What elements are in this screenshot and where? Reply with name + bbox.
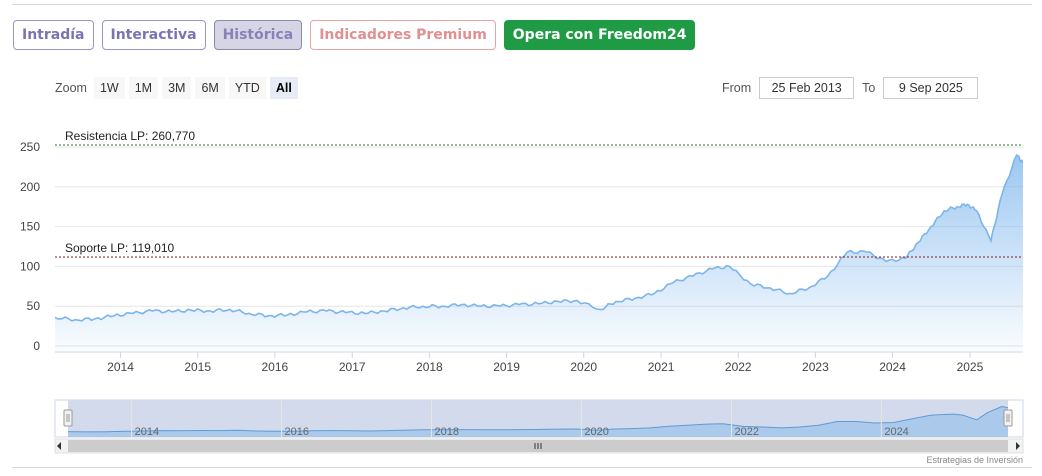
zoom-1m-button[interactable]: 1M bbox=[128, 77, 159, 99]
y-tick-label: 150 bbox=[20, 220, 40, 234]
bottom-divider bbox=[12, 467, 1032, 468]
x-tick-label: 2024 bbox=[879, 360, 906, 374]
navigator-right-handle[interactable] bbox=[1003, 409, 1013, 427]
y-tick-label: 200 bbox=[20, 180, 40, 194]
to-label: To bbox=[862, 81, 876, 95]
navigator-label: 2022 bbox=[734, 426, 758, 438]
zoom-label: Zoom bbox=[55, 81, 87, 95]
to-date-input[interactable]: 9 Sep 2025 bbox=[883, 77, 979, 99]
scroll-right-icon[interactable] bbox=[1016, 442, 1020, 450]
resistance-label: Resistencia LP: 260,770 bbox=[65, 129, 195, 143]
series-area-fill bbox=[55, 155, 1023, 351]
chart-credit: Estrategias de Inversión bbox=[926, 455, 1023, 465]
x-tick-label: 2015 bbox=[184, 360, 211, 374]
x-tick-label: 2022 bbox=[725, 360, 752, 374]
chart-tabs: Intradía Interactiva Histórica Indicador… bbox=[13, 20, 696, 50]
from-label: From bbox=[722, 81, 752, 95]
x-tick-label: 2023 bbox=[802, 360, 829, 374]
y-tick-label: 100 bbox=[20, 259, 40, 273]
zoom-all-button[interactable]: All bbox=[269, 77, 298, 99]
tab-intradia[interactable]: Intradía bbox=[13, 20, 94, 50]
x-tick-label: 2021 bbox=[648, 360, 675, 374]
top-divider bbox=[12, 4, 1032, 5]
x-tick-label: 2014 bbox=[107, 360, 134, 374]
scroll-left-icon[interactable] bbox=[57, 442, 61, 450]
x-axis: 2014 2015 2016 2017 2018 2019 2020 2021 2022 2023… bbox=[55, 351, 1023, 374]
navigator-label: 2014 bbox=[135, 426, 159, 438]
scrollbar-thumb[interactable] bbox=[68, 440, 1008, 452]
zoom-1w-button[interactable]: 1W bbox=[93, 77, 125, 99]
navigator-label: 2016 bbox=[284, 426, 308, 438]
navigator-label: 2020 bbox=[584, 426, 608, 438]
navigator-mask[interactable] bbox=[68, 400, 1008, 437]
series-line bbox=[55, 153, 1023, 322]
navigator[interactable]: 2014 2016 2018 2020 2022 2024 bbox=[54, 399, 1024, 454]
opera-freedom24-button[interactable]: Opera con Freedom24 bbox=[503, 20, 696, 50]
x-tick-label: 2020 bbox=[570, 360, 597, 374]
grid-lines bbox=[55, 146, 1023, 347]
y-axis: 0 50 100 150 200 250 bbox=[20, 140, 40, 353]
x-tick-label: 2016 bbox=[262, 360, 289, 374]
tab-historica[interactable]: Histórica bbox=[213, 20, 303, 50]
tab-interactiva[interactable]: Interactiva bbox=[101, 20, 206, 50]
annotations: Resistencia LP: 260,770 Soporte LP: 119,0… bbox=[55, 129, 1023, 258]
x-tick-label: 2018 bbox=[416, 360, 443, 374]
navigator-line bbox=[67, 405, 1009, 433]
x-tick-label: 2019 bbox=[493, 360, 520, 374]
from-date-input[interactable]: 25 Feb 2013 bbox=[759, 77, 855, 99]
zoom-ytd-button[interactable]: YTD bbox=[228, 77, 266, 99]
support-label: Soporte LP: 119,010 bbox=[65, 241, 175, 255]
navigator-label: 2018 bbox=[435, 426, 459, 438]
zoom-3m-button[interactable]: 3M bbox=[162, 77, 192, 99]
navigator-frame bbox=[54, 399, 1024, 438]
navigator-left-handle[interactable] bbox=[63, 409, 73, 427]
y-tick-label: 50 bbox=[27, 299, 41, 313]
x-tick-label: 2017 bbox=[339, 360, 366, 374]
y-tick-label: 250 bbox=[20, 140, 40, 154]
zoom-6m-button[interactable]: 6M bbox=[195, 77, 225, 99]
zoom-selector: Zoom 1W 1M 3M 6M YTD All bbox=[55, 77, 298, 99]
x-tick-label: 2025 bbox=[957, 360, 984, 374]
navigator-label: 2024 bbox=[884, 426, 908, 438]
tab-indicadores-premium[interactable]: Indicadores Premium bbox=[310, 20, 496, 50]
y-tick-label: 0 bbox=[33, 339, 40, 353]
date-range: From 25 Feb 2013 To 9 Sep 2025 bbox=[722, 77, 986, 99]
navigator-area bbox=[68, 406, 1008, 437]
series-area bbox=[55, 153, 1023, 351]
scrollbar-track[interactable] bbox=[54, 438, 1024, 454]
